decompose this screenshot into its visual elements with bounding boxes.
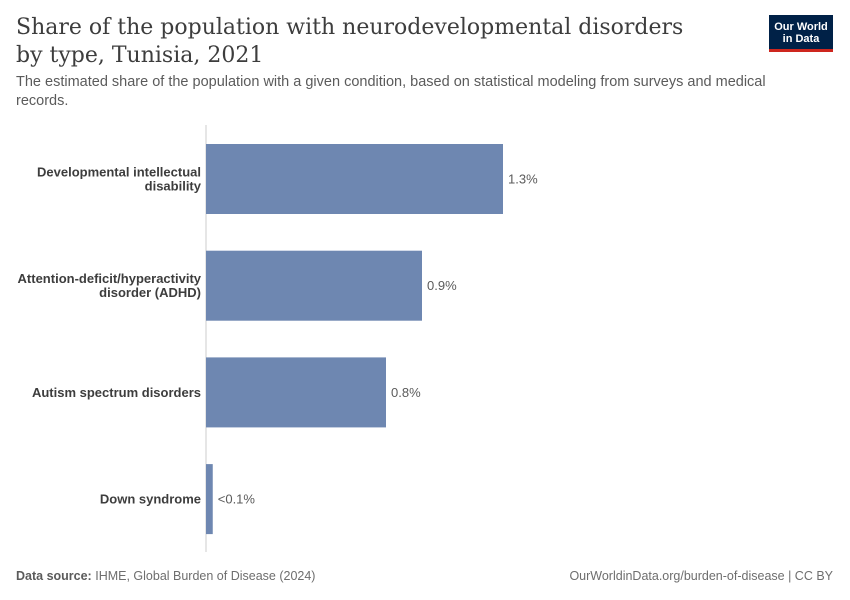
data-source-text[interactable]: IHME, Global Burden of Disease (2024) [95,569,316,583]
category-label-0: Developmental intellectual disability [37,165,202,194]
category-label-2-line-0: Autism spectrum disorders [32,385,201,400]
bar-0 [206,144,503,214]
category-label-3-line-0: Down syndrome [100,492,201,507]
category-label-1-line-1: disorder (ADHD) [99,285,201,300]
bar-3 [206,464,213,535]
data-source-label: Data source: [16,569,92,583]
bar-1 [206,250,422,321]
category-label-0-line-0: Developmental intellectual [37,165,201,180]
owid-logo[interactable]: Our World in Data [769,15,833,52]
category-label-2: Autism spectrum disorders [32,385,201,400]
category-label-1-line-0: Attention-deficit/hyperactivity [18,271,202,286]
value-label-1: 0.9% [427,278,457,293]
value-label-2: 0.8% [391,385,421,400]
logo-line-2: in Data [782,33,820,45]
bar-2 [206,357,386,428]
value-label-3: <0.1% [218,492,256,507]
chart-title: Share of the population with neurodevelo… [16,15,684,68]
data-source: Data source: IHME, Global Burden of Dise… [16,569,315,583]
chart-subtitle: The estimated share of the population wi… [16,74,766,109]
category-label-3: Down syndrome [100,492,201,507]
value-label-0: 1.3% [508,172,538,187]
category-label-1: Attention-deficit/hyperactivity disorder … [18,271,202,300]
logo-line-1: Our World [774,21,828,33]
source-url[interactable]: OurWorldinData.org/burden-of-disease | C… [569,569,833,583]
category-label-0-line-1: disability [145,179,202,194]
